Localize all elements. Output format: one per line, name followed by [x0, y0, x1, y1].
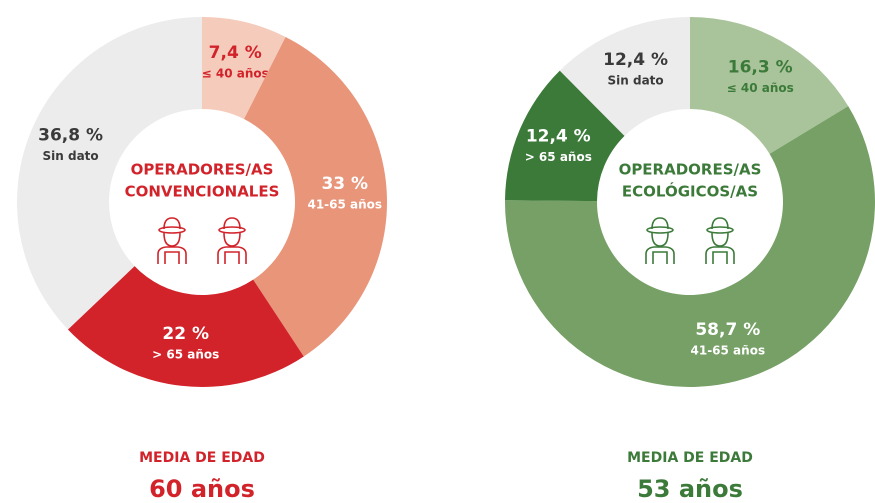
segment-value-label: 58,7 %	[695, 320, 760, 340]
segment-value-label: 16,3 %	[728, 57, 793, 77]
hat-brim	[646, 226, 674, 234]
average-age: 60 años	[149, 475, 255, 503]
body	[705, 246, 735, 264]
segment-category-label: Sin dato	[43, 149, 99, 163]
center-title: ECOLÓGICOS/AS	[622, 182, 758, 201]
face	[163, 232, 181, 247]
segment-value-label: 36,8 %	[38, 126, 103, 146]
hat-brim	[158, 226, 186, 234]
segment-category-label: 41-65 años	[691, 343, 766, 357]
segment-value-label: 7,4 %	[209, 43, 262, 63]
donut-segment	[17, 17, 202, 330]
face	[651, 232, 669, 247]
hat-top	[163, 217, 181, 230]
segment-category-label: ≤ 40 años	[202, 66, 269, 80]
farmer-icon	[157, 217, 187, 264]
caption: MEDIA DE EDAD	[139, 450, 265, 466]
body	[217, 246, 247, 264]
caption: MEDIA DE EDAD	[627, 450, 753, 466]
donut-segment	[505, 106, 875, 388]
segment-value-label: 22 %	[162, 324, 209, 344]
farmer-icon	[705, 217, 735, 264]
segment-category-label: > 65 años	[152, 348, 219, 362]
donut-segment	[559, 17, 690, 136]
average-age: 53 años	[637, 475, 743, 503]
center-title: OPERADORES/AS	[619, 161, 762, 179]
farmer-icon	[645, 217, 675, 264]
body	[157, 246, 187, 264]
segment-value-label: 33 %	[321, 174, 368, 194]
center-title: OPERADORES/AS	[131, 161, 274, 179]
hat-brim	[706, 226, 734, 234]
donut-segment	[505, 70, 625, 202]
segment-category-label: ≤ 40 años	[727, 81, 794, 95]
segment-value-label: 12,4 %	[526, 126, 591, 146]
segment-category-label: > 65 años	[525, 150, 592, 164]
segment-category-label: Sin dato	[608, 73, 664, 87]
face	[223, 232, 241, 247]
donut-segment	[202, 17, 286, 120]
hat-top	[223, 217, 241, 230]
hat-brim	[218, 226, 246, 234]
segment-category-label: 41-65 años	[307, 197, 382, 211]
farmer-icon	[217, 217, 247, 264]
donut-segment	[690, 17, 849, 154]
body	[645, 246, 675, 264]
hat-top	[711, 217, 729, 230]
donut-segment	[244, 36, 387, 357]
segment-value-label: 12,4 %	[603, 50, 668, 70]
donut-segment	[67, 266, 304, 387]
face	[711, 232, 729, 247]
hat-top	[651, 217, 669, 230]
center-title: CONVENCIONALES	[125, 183, 280, 201]
